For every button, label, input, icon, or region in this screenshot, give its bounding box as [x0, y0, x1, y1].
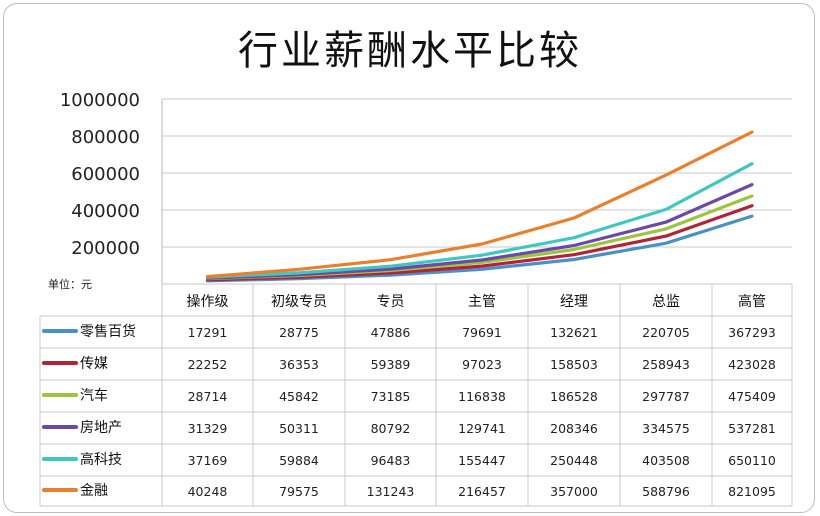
table-cell: 250448 [550, 453, 598, 468]
table-cell: 208346 [550, 421, 598, 436]
table-cell: 367293 [728, 325, 776, 340]
table-cell: 155447 [458, 453, 506, 468]
table-cell: 50311 [279, 421, 319, 436]
y-tick-label: 600000 [71, 164, 140, 185]
series-line-5 [205, 130, 754, 279]
table-cell: 80792 [371, 421, 411, 436]
unit-label: 单位：元 [48, 277, 92, 291]
table-cell: 129741 [458, 421, 506, 436]
table-cell: 97023 [462, 357, 502, 372]
category-label: 高管 [738, 293, 766, 310]
legend-label: 汽车 [80, 387, 108, 404]
table-cell: 79575 [279, 484, 319, 499]
table-cell: 36353 [279, 357, 319, 372]
table-cell: 96483 [371, 453, 411, 468]
table-cell: 475409 [728, 389, 776, 404]
table-cell: 158503 [550, 357, 598, 372]
table-cell: 28775 [279, 325, 319, 340]
table-cell: 37169 [188, 453, 228, 468]
table-cell: 40248 [188, 484, 228, 499]
table-cell: 59389 [371, 357, 411, 372]
table-cell: 258943 [642, 357, 690, 372]
legend-label: 房地产 [80, 420, 122, 436]
table-cell: 131243 [367, 484, 415, 499]
category-label: 专员 [377, 294, 405, 310]
series-line-3 [205, 183, 754, 280]
category-label: 经理 [560, 294, 588, 310]
table-cell: 45842 [279, 389, 319, 404]
table-cell: 79691 [462, 325, 502, 340]
table-cell: 334575 [642, 421, 690, 436]
table-cell: 73185 [371, 389, 411, 404]
table-cell: 22252 [188, 357, 228, 372]
series-line-1 [205, 204, 754, 282]
category-label: 初级专员 [271, 293, 327, 310]
table-cell: 357000 [550, 484, 598, 499]
y-tick-label: 200000 [71, 238, 140, 259]
table-cell: 28714 [188, 389, 228, 404]
table-cell: 17291 [188, 325, 228, 340]
table-cell: 821095 [728, 484, 776, 499]
table-cell: 31329 [188, 421, 228, 436]
category-label: 主管 [468, 294, 496, 310]
table-cell: 537281 [728, 421, 776, 436]
table-cell: 186528 [550, 389, 598, 404]
table-cell: 132621 [550, 325, 598, 340]
table-cell: 650110 [728, 453, 776, 468]
table-cell: 59884 [279, 453, 319, 468]
legend-label: 零售百货 [80, 323, 136, 340]
category-label: 操作级 [187, 294, 229, 310]
y-tick-label: 800000 [71, 127, 140, 148]
legend-label: 金融 [80, 483, 108, 499]
table-cell: 403508 [642, 453, 690, 468]
chart-title: 行业薪酬水平比较 [238, 28, 582, 74]
y-tick-label: 1000000 [60, 90, 140, 111]
category-label: 总监 [652, 294, 680, 310]
table-cell: 423028 [728, 357, 776, 372]
y-tick-label: 400000 [71, 201, 140, 222]
table-cell: 47886 [371, 325, 411, 340]
legend-label: 传媒 [80, 356, 108, 372]
table-cell: 216457 [458, 484, 506, 499]
table-cell: 116838 [458, 389, 506, 404]
table-cell: 588796 [642, 484, 690, 499]
series-line-4 [205, 162, 754, 279]
table-cell: 297787 [642, 389, 690, 404]
legend-label: 高科技 [80, 451, 122, 468]
table-cell: 220705 [642, 325, 690, 340]
